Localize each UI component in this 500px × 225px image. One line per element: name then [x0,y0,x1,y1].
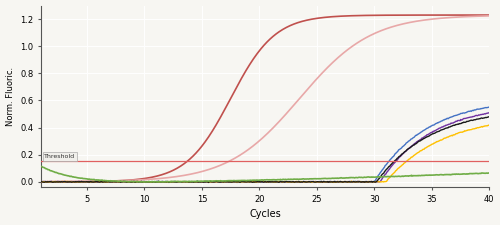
Text: Threshold: Threshold [44,154,76,159]
Y-axis label: Norm. Fluoric.: Norm. Fluoric. [6,67,15,126]
X-axis label: Cycles: Cycles [249,209,281,219]
